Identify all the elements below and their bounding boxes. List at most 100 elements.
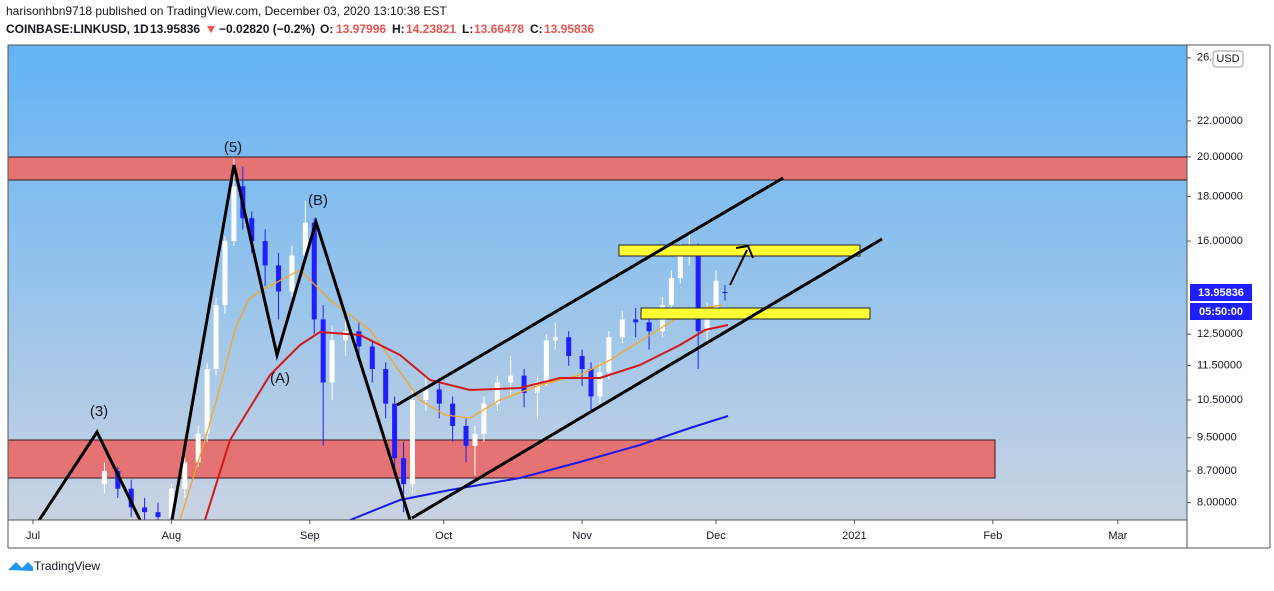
price-tag-text: 13.95836 (1198, 287, 1244, 299)
x-tick-label: Jul (26, 530, 40, 542)
candle-body (401, 458, 407, 485)
candle-body (633, 319, 639, 323)
candle-body (481, 403, 487, 434)
candle-body (508, 375, 514, 383)
candle-body (249, 218, 255, 242)
candle-body (534, 382, 540, 393)
footer: TradingView (34, 559, 100, 573)
x-tick-label: Nov (572, 530, 592, 542)
y-tick-label: 22.00000 (1197, 115, 1243, 127)
arrow-head (735, 244, 754, 259)
y-tick-label: 16.00000 (1197, 235, 1243, 247)
down-arrow (207, 26, 215, 33)
ma-short (179, 269, 723, 520)
candle-body (182, 462, 188, 489)
candle-body (276, 265, 282, 292)
candle-body (356, 331, 362, 347)
logo (8, 562, 33, 571)
wave-line (37, 428, 142, 520)
candle-body (494, 382, 500, 404)
candle-body (695, 248, 701, 332)
resistance-zone (8, 156, 1187, 181)
candle-body (704, 310, 710, 332)
x-tick-label: Sep (300, 530, 320, 542)
candle-body (392, 403, 398, 459)
candle-body (101, 470, 107, 485)
wave-label: (B) (308, 192, 328, 209)
symbol: COINBASE:LINKUSD, 1D (6, 22, 149, 36)
candle-body (588, 368, 594, 397)
candle-body (597, 372, 603, 397)
wave-label: (A) (270, 370, 290, 387)
candle-body (329, 340, 335, 383)
candle-body (552, 337, 558, 341)
candle-body (463, 426, 469, 446)
currency-box (1212, 50, 1244, 68)
close: 13.95836 (544, 22, 594, 36)
candle-body (289, 255, 295, 292)
x-tick-label: Mar (1108, 530, 1127, 542)
candle-body (619, 319, 625, 338)
last: 13.95836 (150, 22, 200, 36)
wave-label: (3) (90, 403, 108, 420)
open-label: O: (320, 22, 333, 36)
ma-mid (204, 324, 729, 520)
x-tick-label: Dec (706, 530, 726, 542)
candle-body (262, 241, 268, 266)
candle-body (579, 355, 585, 369)
change: −0.02820 (−0.2%) (219, 22, 315, 36)
candle-body (722, 291, 728, 293)
channel-upper (396, 176, 784, 407)
candle-body (409, 400, 415, 485)
open: 13.97996 (336, 22, 386, 36)
candle-body (320, 319, 326, 383)
y-tick-label: 8.70000 (1197, 465, 1237, 477)
indicators (37, 164, 883, 520)
candle-body (195, 433, 201, 463)
y-tick-label: 18.00000 (1197, 191, 1243, 203)
x-tick-label: Aug (162, 530, 182, 542)
countdown: 05:50:00 (1199, 306, 1243, 318)
candle-body (521, 375, 527, 393)
x-tick-label: 2021 (842, 530, 866, 542)
candle-body (311, 222, 317, 320)
candle-body (450, 403, 456, 427)
candle-body (231, 186, 237, 242)
low-label: L: (462, 22, 473, 36)
y-axis-area (1187, 45, 1274, 520)
countdown-tag (1190, 303, 1252, 320)
candle-body (142, 507, 148, 513)
candle-body (423, 389, 429, 401)
candle-body (606, 337, 612, 373)
candle-body (115, 470, 121, 489)
price-tag (1190, 284, 1252, 301)
candle-body (436, 389, 442, 404)
candle-body (213, 305, 219, 369)
candle-body (713, 280, 719, 311)
arrow (729, 249, 748, 286)
candle-body (543, 340, 549, 383)
ma-long (349, 415, 729, 520)
close-label: C: (530, 22, 543, 36)
y-tick-label: 9.50000 (1197, 432, 1237, 444)
candle-body (222, 241, 228, 306)
candle-body (677, 253, 683, 279)
high: 14.23821 (406, 22, 456, 36)
candle-body (472, 433, 478, 446)
y-tick-label: 8.00000 (1197, 497, 1237, 509)
candle-body (168, 488, 174, 518)
y-tick-label: 20.00000 (1197, 151, 1243, 163)
y-tick-label: 10.50000 (1197, 394, 1243, 406)
candle-body (302, 222, 308, 256)
high-label: H: (392, 22, 405, 36)
candle-body (668, 278, 674, 306)
candle-body (204, 368, 210, 434)
wave-label: (5) (224, 139, 242, 156)
currency: USD (1216, 53, 1239, 65)
x-tick-label: Feb (983, 530, 1002, 542)
candles (8, 156, 1187, 520)
x-tick-label: Oct (435, 530, 452, 542)
candle-body (383, 368, 389, 404)
y-tick-label: 12.50000 (1197, 328, 1243, 340)
